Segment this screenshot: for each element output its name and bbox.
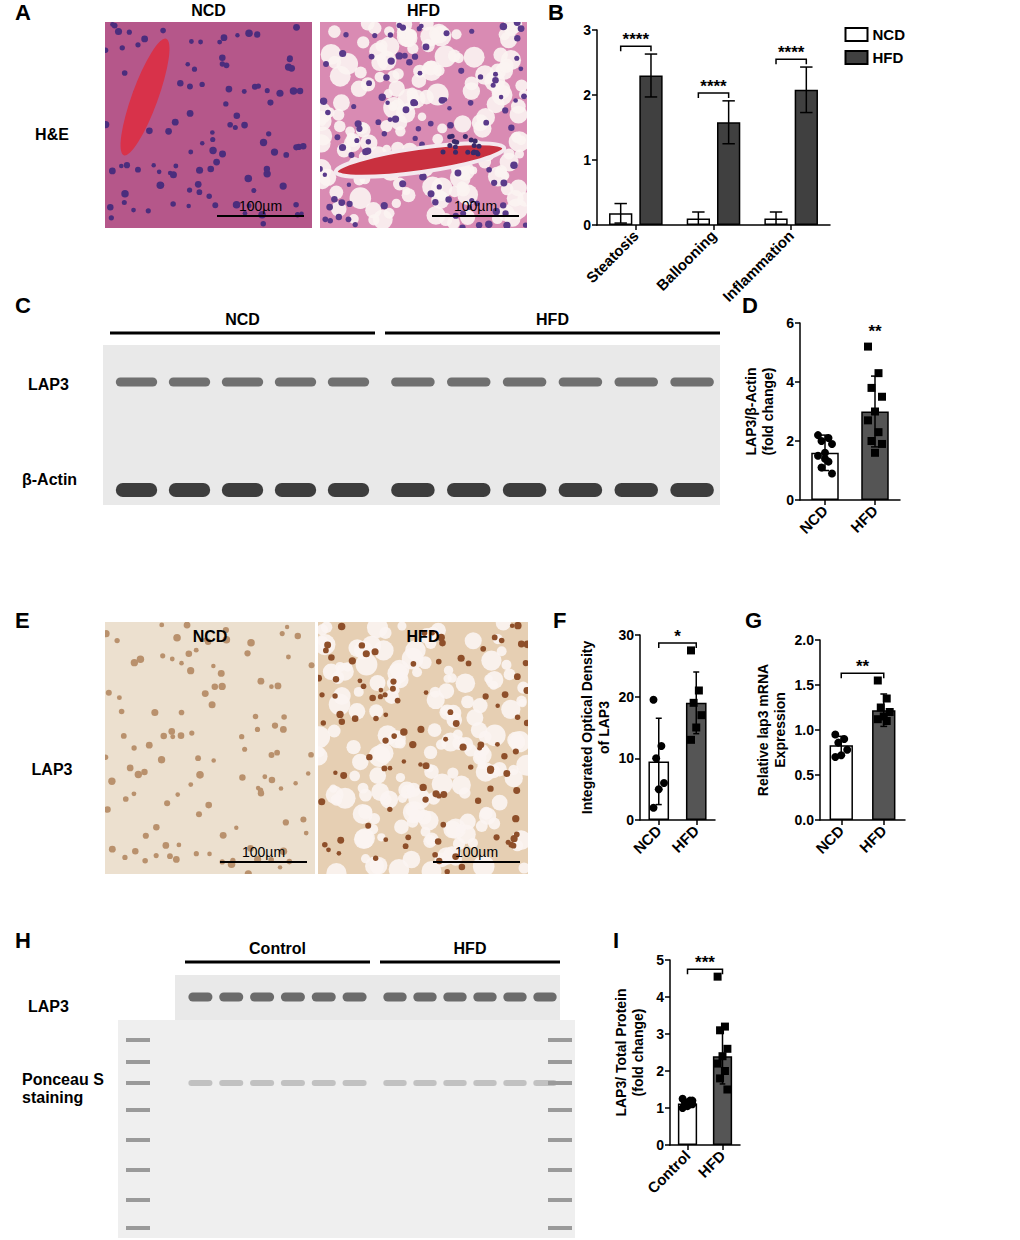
svg-text:D: D [742,293,758,318]
svg-text:**: ** [868,322,882,341]
svg-text:2: 2 [656,1063,664,1079]
svg-text:H&E: H&E [35,126,69,143]
svg-text:HFD: HFD [407,2,440,19]
svg-text:H: H [15,928,31,953]
svg-text:NCD: NCD [191,2,226,19]
svg-text:4: 4 [656,989,664,1005]
svg-text:Ponceau S: Ponceau S [22,1071,104,1088]
svg-text:2: 2 [786,433,794,449]
svg-text:LAP3: LAP3 [32,761,73,778]
svg-text:NCD: NCD [812,822,847,857]
svg-text:Control: Control [644,1147,694,1197]
svg-text:0: 0 [786,492,794,508]
svg-text:HFD: HFD [847,502,881,536]
svg-text:*: * [674,627,681,646]
svg-text:F: F [553,608,566,633]
svg-text:E: E [15,608,30,633]
svg-text:4: 4 [786,374,794,390]
svg-text:A: A [15,0,31,25]
svg-text:1: 1 [583,152,591,168]
svg-text:0: 0 [656,1137,664,1153]
svg-text:****: **** [700,77,727,96]
svg-text:LAP3: LAP3 [28,998,69,1015]
svg-text:100µm: 100µm [455,844,498,860]
svg-text:(fold change): (fold change) [630,1009,646,1097]
svg-text:NCD: NCD [225,311,260,328]
svg-text:100µm: 100µm [239,198,282,214]
svg-text:***: *** [695,953,715,972]
svg-text:staining: staining [22,1089,83,1106]
svg-text:2.0: 2.0 [795,632,815,648]
svg-text:5: 5 [656,952,664,968]
svg-text:NCD: NCD [873,26,906,43]
svg-text:LAP3: LAP3 [28,376,69,393]
svg-text:HFD: HFD [695,1147,729,1181]
svg-text:Integrated Optical Density: Integrated Optical Density [579,641,595,815]
svg-text:HFD: HFD [856,822,890,856]
svg-text:Expression: Expression [772,692,788,767]
svg-text:Inflammation: Inflammation [719,227,797,305]
svg-text:LAP3/ Total Protein: LAP3/ Total Protein [613,988,629,1116]
svg-text:HFD: HFD [407,628,440,645]
svg-text:6: 6 [786,315,794,331]
svg-text:0.0: 0.0 [795,812,815,828]
svg-text:100µm: 100µm [454,198,497,214]
svg-text:****: **** [623,30,650,49]
svg-text:0.5: 0.5 [795,767,815,783]
svg-text:0: 0 [583,217,591,233]
svg-text:3: 3 [656,1026,664,1042]
svg-text:NCD: NCD [193,628,228,645]
svg-text:HFD: HFD [454,940,487,957]
svg-text:1: 1 [656,1100,664,1116]
svg-text:B: B [548,0,564,25]
svg-text:1.0: 1.0 [795,722,815,738]
svg-text:**: ** [856,657,870,676]
svg-text:3: 3 [583,22,591,38]
svg-text:HFD: HFD [873,49,904,66]
svg-text:20: 20 [618,689,634,705]
svg-text:1.5: 1.5 [795,677,815,693]
svg-text:of LAP3: of LAP3 [596,701,612,754]
svg-text:(fold change): (fold change) [760,368,776,456]
svg-text:100µm: 100µm [242,844,285,860]
svg-text:****: **** [778,43,805,62]
svg-text:HFD: HFD [536,311,569,328]
svg-text:NCD: NCD [630,822,665,857]
svg-text:30: 30 [618,627,634,643]
svg-text:HFD: HFD [668,822,702,856]
svg-text:10: 10 [618,750,634,766]
svg-text:0: 0 [626,812,634,828]
svg-text:NCD: NCD [796,502,831,537]
svg-text:I: I [613,928,619,953]
svg-text:Relative lap3 mRNA: Relative lap3 mRNA [755,664,771,796]
svg-text:Ballooning: Ballooning [653,227,720,294]
svg-text:Control: Control [249,940,306,957]
svg-text:C: C [15,293,31,318]
svg-text:LAP3/β-Actin: LAP3/β-Actin [743,368,759,456]
svg-text:Steatosis: Steatosis [583,227,642,286]
svg-text:β-Actin: β-Actin [22,471,77,488]
svg-text:G: G [745,608,762,633]
svg-text:2: 2 [583,87,591,103]
